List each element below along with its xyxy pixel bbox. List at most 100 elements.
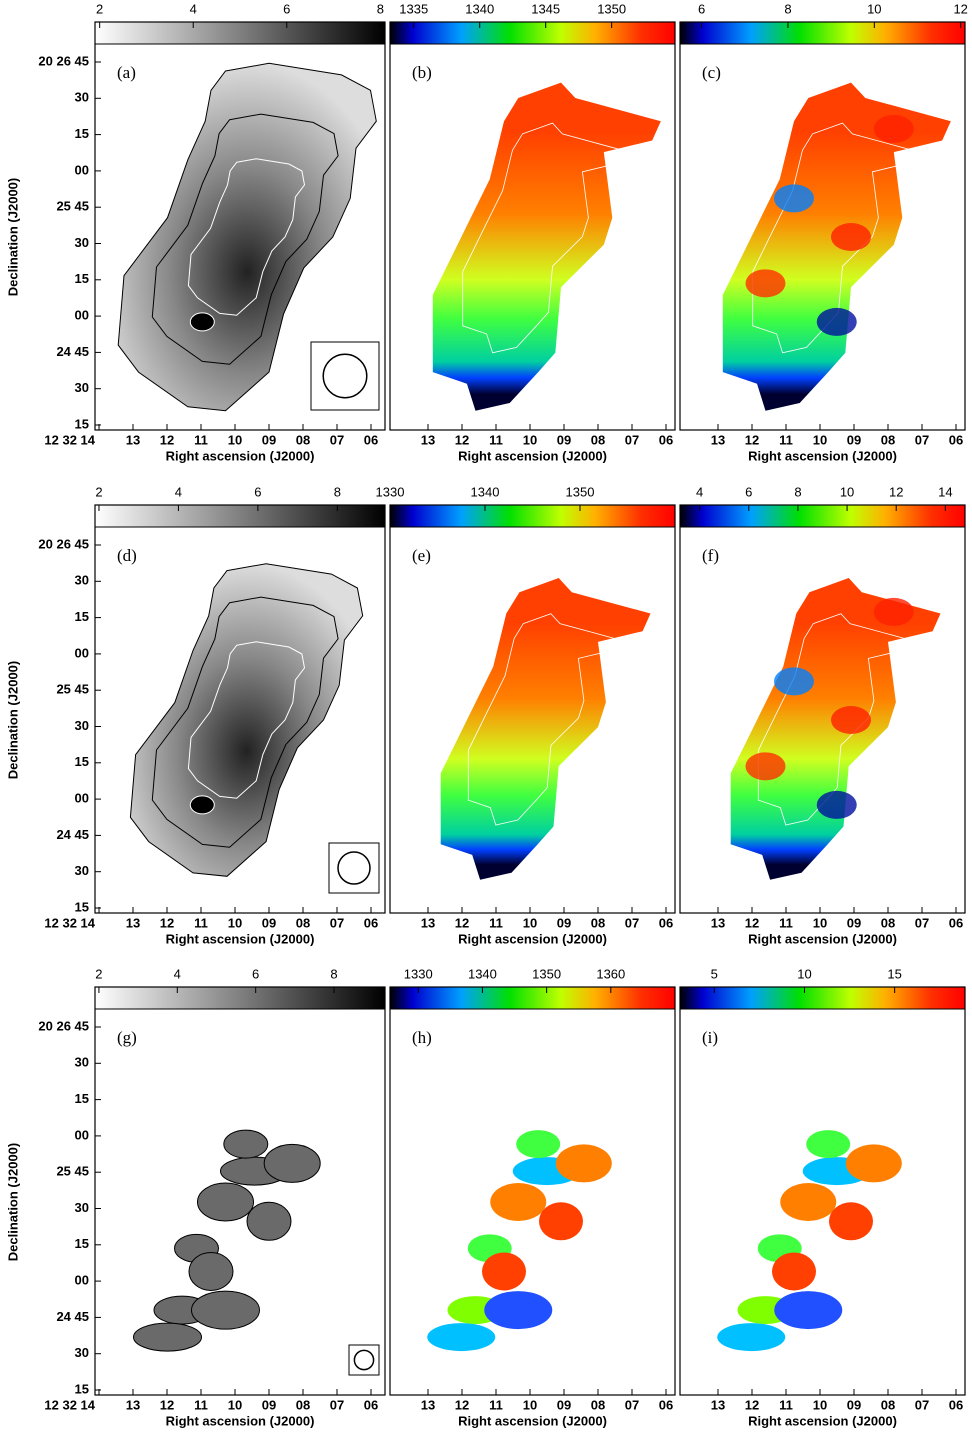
ra-tick-label: 08	[881, 432, 895, 447]
map-frame	[679, 21, 966, 431]
ra-tick-label: 07	[915, 915, 929, 930]
dec-tick-label: 15	[75, 1091, 89, 1106]
colorbar	[94, 504, 386, 528]
emission-clump	[772, 1252, 816, 1291]
panel-label: (b)	[412, 63, 432, 82]
ra-tick-label: 12	[745, 432, 759, 447]
beam-box	[310, 341, 380, 411]
colorbar-tick-label: 4	[696, 484, 703, 499]
ra-tick-label: 08	[591, 915, 605, 930]
ra-tick-label: 11	[489, 915, 503, 930]
x-axis-label: Right ascension (J2000)	[748, 931, 897, 946]
ra-tick-label: 12 32 14	[44, 915, 95, 930]
ra-tick-label: 09	[847, 432, 861, 447]
ra-tick-label: 13	[711, 915, 725, 930]
panel: 2 4 6 8 (g) 12 32 14 13 12 11 10 09 08 07 06 Right asc…	[5, 966, 386, 1428]
dec-tick-label: 15	[75, 416, 89, 431]
ra-tick-label: 09	[262, 1397, 276, 1412]
ra-tick-label: 13	[126, 1397, 140, 1412]
x-axis-label: Right ascension (J2000)	[748, 1413, 897, 1428]
map-frame	[679, 504, 966, 914]
ra-tick-label: 11	[489, 432, 503, 447]
colorbar-tick-label: 8	[377, 1, 384, 16]
ra-tick-label: 11	[779, 432, 793, 447]
colorbar-tick-label: 10	[840, 484, 854, 499]
panel-label: (c)	[702, 63, 721, 82]
ra-tick-label: 06	[659, 1397, 673, 1412]
map-frame	[94, 504, 386, 914]
beam-box	[328, 842, 380, 894]
dec-tick-label: 30	[75, 573, 89, 588]
colorbar-tick-label: 1350	[532, 966, 561, 981]
dec-tick-label: 30	[75, 718, 89, 733]
velocity-map	[774, 667, 814, 696]
ra-tick-label: 08	[296, 1397, 310, 1412]
ra-tick-label: 12	[455, 432, 469, 447]
ra-tick-label: 06	[364, 432, 378, 447]
emission-clump	[427, 1323, 496, 1352]
colorbar-tick-label: 1350	[597, 1, 626, 16]
emission-clump	[555, 1144, 612, 1183]
ra-tick-label: 13	[711, 1397, 725, 1412]
ra-tick-label: 12	[160, 1397, 174, 1412]
velocity-map	[873, 114, 914, 143]
colorbar	[94, 986, 386, 1010]
panel: 1330 1340 1350 1360 (h) 13 12 11 10 09 08 07 06 Right…	[389, 966, 676, 1428]
dec-tick-label: 15	[75, 271, 89, 286]
velocity-map	[831, 223, 871, 251]
dec-tick-label: 15	[75, 1236, 89, 1251]
ra-tick-label: 11	[194, 432, 208, 447]
emission-clump	[717, 1323, 786, 1352]
panel: 1335 1340 1345 1350 (b) 13 12 11 10 09 08 07 06 Right…	[389, 1, 676, 463]
colorbar	[389, 504, 676, 528]
velocity-map	[816, 307, 857, 336]
beam	[322, 353, 368, 399]
colorbar-tick-label: 2	[95, 966, 102, 981]
ra-tick-label: 09	[557, 915, 571, 930]
map-frame	[94, 986, 386, 1396]
colorbar	[94, 21, 386, 45]
ra-tick-label: 12	[455, 915, 469, 930]
ra-tick-label: 06	[659, 915, 673, 930]
velocity-map	[432, 82, 661, 411]
ra-tick-label: 06	[949, 915, 963, 930]
emission-map	[129, 563, 364, 877]
ra-tick-label: 10	[523, 915, 537, 930]
emission-clump	[845, 1144, 902, 1183]
y-axis-label: Declination (J2000)	[5, 1143, 20, 1262]
ra-tick-label: 08	[296, 915, 310, 930]
ra-tick-label: 08	[591, 432, 605, 447]
dec-tick-label: 30	[75, 863, 89, 878]
x-axis-label: Right ascension (J2000)	[458, 448, 607, 463]
emission-clump	[133, 1322, 202, 1352]
emission-clump	[829, 1202, 873, 1241]
velocity-map	[831, 706, 871, 734]
colorbar-tick-label: 5	[711, 966, 718, 981]
dec-tick-label: 25 45	[56, 682, 89, 697]
panel-label: (f)	[702, 546, 719, 565]
contour	[151, 596, 339, 848]
ra-tick-label: 09	[262, 915, 276, 930]
panel: 2 4 6 8 (a) 12 32 14 13 12 11 10 09 08 07 06 Right asc…	[5, 1, 386, 463]
ra-tick-label: 06	[659, 432, 673, 447]
y-axis-label: Declination (J2000)	[5, 178, 20, 297]
ra-tick-label: 13	[126, 915, 140, 930]
ra-tick-label: 10	[228, 915, 242, 930]
dec-tick-label: 15	[75, 899, 89, 914]
ra-tick-label: 10	[523, 1397, 537, 1412]
colorbar-tick-label: 6	[698, 1, 705, 16]
colorbar-tick-label: 6	[283, 1, 290, 16]
panel: 6 8 10 12 (c) 13 12 11 10 09 08 07 06 Right ascension…	[679, 1, 968, 463]
contour	[151, 113, 339, 365]
panel: 2 4 6 8 (d) 12 32 14 13 12 11 10 09 08 07 06 Right asc…	[5, 484, 386, 946]
ra-tick-label: 13	[126, 432, 140, 447]
ra-tick-label: 10	[813, 1397, 827, 1412]
x-axis-label: Right ascension (J2000)	[458, 1413, 607, 1428]
velocity-map	[774, 184, 814, 213]
ra-tick-label: 10	[228, 432, 242, 447]
ra-tick-label: 13	[711, 432, 725, 447]
ra-tick-label: 06	[949, 432, 963, 447]
colorbar-tick-label: 4	[190, 1, 197, 16]
colorbar-tick-label: 1360	[596, 966, 625, 981]
